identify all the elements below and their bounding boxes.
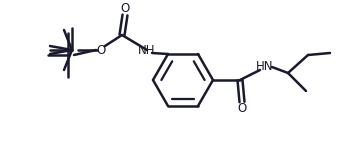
Text: NH: NH	[138, 44, 156, 57]
Text: O: O	[120, 2, 130, 16]
Text: O: O	[97, 44, 106, 57]
Text: HN: HN	[256, 60, 274, 73]
Text: O: O	[237, 102, 247, 115]
